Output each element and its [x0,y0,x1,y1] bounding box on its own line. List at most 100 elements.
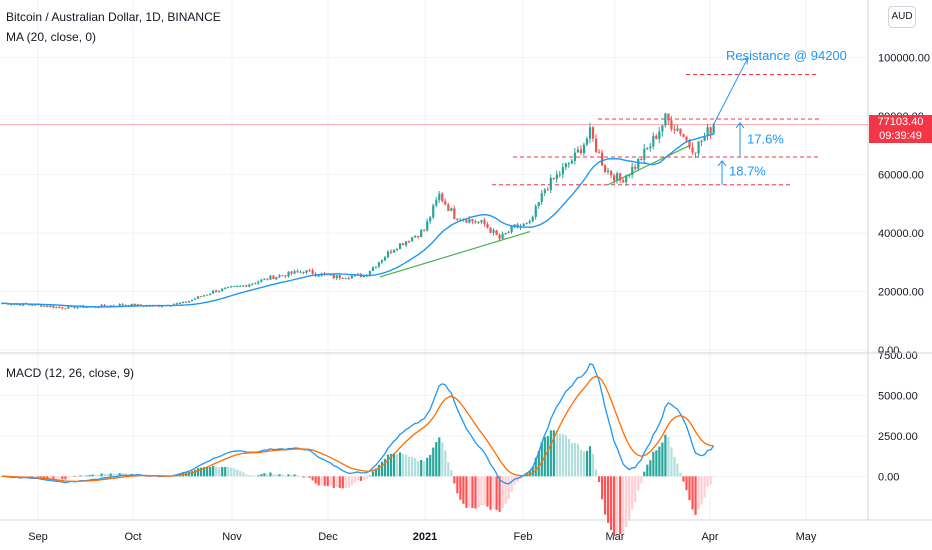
macd-histogram-bar [429,454,432,477]
candle-body [335,275,338,279]
candle-body [281,275,284,277]
macd-histogram-bar [561,434,564,477]
ma-line [1,133,714,308]
candle-body [308,270,311,272]
macd-histogram-bar [85,475,88,477]
macd-histogram-bar [597,476,601,483]
macd-histogram-bar [67,476,70,478]
macd-histogram-bar [308,476,311,478]
candle-body [498,234,501,239]
candle-body [209,293,212,295]
candle-body [347,278,350,280]
macd-histogram-bar [353,476,356,483]
candle-body [555,174,558,179]
macd-histogram-bar [260,474,263,477]
candle-body [552,177,555,179]
candle-body [196,296,200,299]
candle-body [233,286,236,288]
candle-body [465,219,468,223]
candle-body [456,218,459,220]
candle-body [549,177,552,191]
candle-body [444,201,447,205]
macd-histogram-bar [679,472,682,477]
macd-histogram-bar [239,471,242,477]
candle-body [495,230,498,235]
candle-body [471,219,474,222]
candle-body [218,291,221,293]
macd-histogram-bar [112,473,115,477]
candle-body [643,148,646,160]
x-tick-label: Dec [318,531,338,543]
macd-histogram-bar [579,450,583,477]
macd-histogram-bar [480,476,483,506]
macd-histogram-bar [362,476,365,480]
candle-body [287,271,290,277]
macd-histogram-bar [314,476,317,484]
currency-button[interactable]: AUD [888,6,916,28]
macd-histogram-bar [37,476,40,478]
candle-body [628,174,631,176]
candle-body [67,306,70,309]
macd-histogram-bar [411,457,414,477]
candle-body [100,304,103,308]
candle-body [344,278,347,280]
macd-histogram-bar [634,476,637,502]
candle-body [350,275,353,279]
candle-body [401,243,405,246]
macd-histogram-bar [329,476,332,487]
candle-body [685,136,688,141]
candle-body [564,163,568,168]
candle-body [700,140,703,142]
candle-body [537,201,540,207]
candle-body [187,301,191,303]
macd-histogram-bar [326,476,329,487]
macd-histogram-bar [392,453,396,477]
candle-body [338,275,341,279]
trend-line [379,230,531,278]
macd-histogram-bar [115,473,118,477]
candle-body [245,285,248,287]
macd-histogram-bar [489,476,492,510]
candle-body [679,128,682,134]
macd-histogram-bar [398,452,402,477]
candle-body [398,243,402,250]
macd-histogram-bar [432,447,435,477]
candle-body [513,224,516,227]
macd-histogram-bar [697,476,700,510]
macd-histogram-bar [646,464,649,477]
candle-body [438,193,441,201]
candle-body [377,262,381,267]
candle-body [567,163,571,165]
pct-upper-label: 17.6% [747,131,784,146]
candle-body [299,271,302,273]
macd-histogram-bar [582,451,586,477]
macd-histogram-bar [688,476,691,501]
candle-body [525,222,528,224]
candle-body [658,131,661,139]
candle-body [221,288,224,292]
candle-body [227,286,230,288]
macd-histogram-bar [444,450,447,477]
candle-body [55,306,58,308]
candle-body [420,230,423,238]
macd-histogram-bar [622,476,625,534]
candle-body [516,224,519,228]
macd-histogram-bar [649,460,652,477]
candle-body [70,306,73,308]
candle-body [655,135,658,139]
macd-histogram-bar [278,474,281,477]
candle-body [193,298,197,300]
macd-histogram-bar [456,476,459,494]
candle-body [332,274,335,279]
macd-histogram-bar [323,476,326,486]
macd-histogram-bar [359,476,362,481]
candle-body [317,275,320,277]
candle-body [594,138,598,152]
candle-body [688,140,691,148]
y-tick-label: 20000.00 [878,287,924,299]
macd-histogram-bar [465,476,468,508]
candle-body [667,113,670,121]
macd-histogram-bar [332,476,335,488]
macd-histogram-bar [272,474,275,477]
